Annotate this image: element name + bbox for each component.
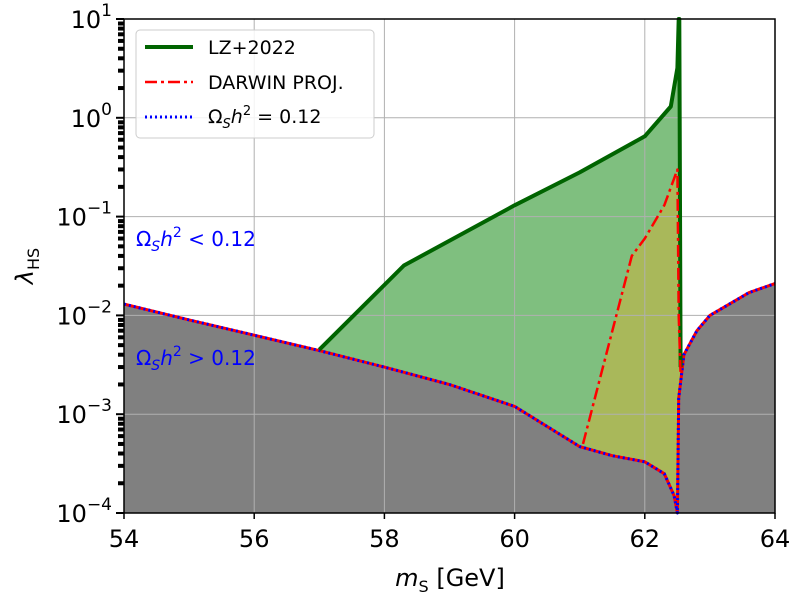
axis-ticks xyxy=(116,18,776,519)
line-relic-density xyxy=(123,282,776,515)
x-tick-label: 54 xyxy=(109,525,140,553)
y-tick-label: 10−1 xyxy=(56,199,112,232)
line-darwin-projection xyxy=(581,168,682,445)
y-tick-labels: 10−4 10−3 10−2 10−1 100 101 xyxy=(56,1,112,528)
fill-darwin-projected xyxy=(583,169,681,513)
x-tick-label: 56 xyxy=(239,525,270,553)
annotation-above-relic: ΩSh2 > 0.12 xyxy=(136,344,256,374)
y-tick-label: 100 xyxy=(71,100,112,133)
y-tick-label: 10−4 xyxy=(56,495,112,528)
y-tick-label: 10−2 xyxy=(56,297,112,330)
y-axis-label: λHS xyxy=(11,248,43,286)
y-tick-label: 10−3 xyxy=(56,396,112,429)
fill-regions xyxy=(124,19,775,513)
legend-label-relic: ΩSh2 = 0.12 xyxy=(208,104,321,132)
x-tick-labels: 54 56 58 60 62 64 xyxy=(109,525,791,553)
legend: LZ+2022 DARWIN PROJ. ΩSh2 = 0.12 xyxy=(135,29,375,139)
x-tick-label: 64 xyxy=(760,525,791,553)
legend-label-lz2022: LZ+2022 xyxy=(208,37,296,59)
legend-box xyxy=(135,29,375,139)
annotation-below-relic: ΩSh2 < 0.12 xyxy=(136,225,256,255)
x-tick-label: 62 xyxy=(630,525,661,553)
x-axis-label: mS [GeV] xyxy=(395,564,505,596)
y-tick-label: 101 xyxy=(71,1,112,34)
x-tick-label: 58 xyxy=(369,525,400,553)
x-tick-label: 60 xyxy=(499,525,530,553)
fill-lz2022-excluded xyxy=(319,19,681,513)
plot-frame xyxy=(123,18,776,514)
fill-relic-excluded xyxy=(124,283,775,513)
legend-label-darwin: DARWIN PROJ. xyxy=(208,72,344,94)
